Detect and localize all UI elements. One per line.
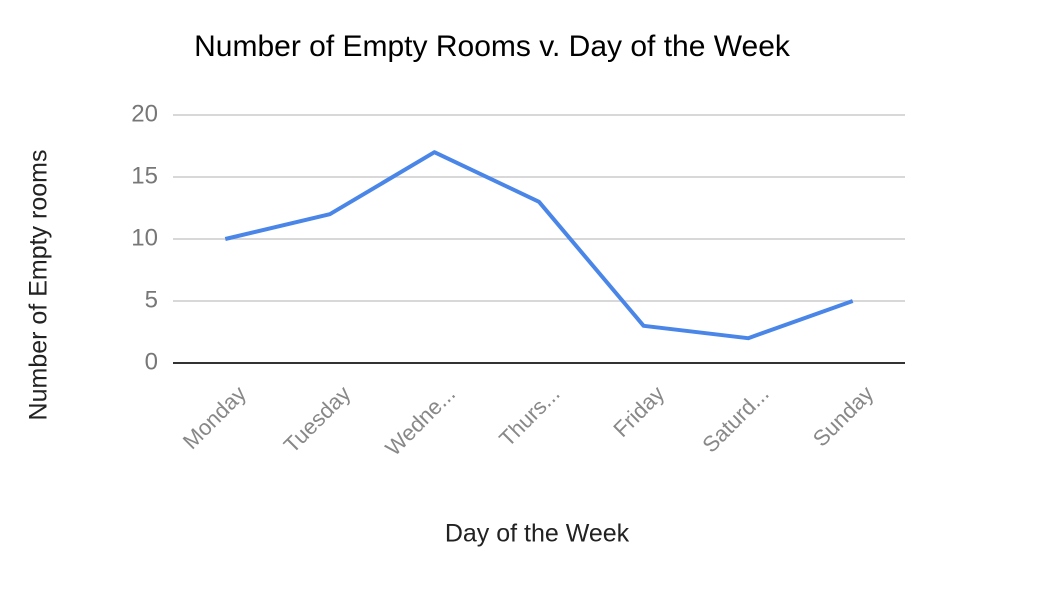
- y-tick-label: 0: [145, 348, 158, 375]
- x-tick-label: Thurs...: [494, 381, 564, 451]
- x-tick-label: Saturd...: [697, 381, 773, 457]
- x-tick-label: Sunday: [808, 381, 878, 451]
- x-tick-label: Tuesday: [279, 381, 356, 458]
- data-line: [224, 150, 854, 341]
- chart-title: Number of Empty Rooms v. Day of the Week: [194, 30, 791, 63]
- y-tick-label: 15: [131, 162, 158, 189]
- x-axis-label: Day of the Week: [445, 520, 630, 548]
- x-tick-label: Friday: [608, 381, 669, 442]
- y-tick-label: 5: [145, 286, 158, 313]
- y-axis-label: Number of Empty rooms: [25, 150, 53, 421]
- y-tick-label: 20: [131, 100, 158, 127]
- x-tick-label: Wedne...: [380, 381, 460, 461]
- x-tick-label: Monday: [178, 381, 251, 454]
- y-tick-label: 10: [131, 224, 158, 251]
